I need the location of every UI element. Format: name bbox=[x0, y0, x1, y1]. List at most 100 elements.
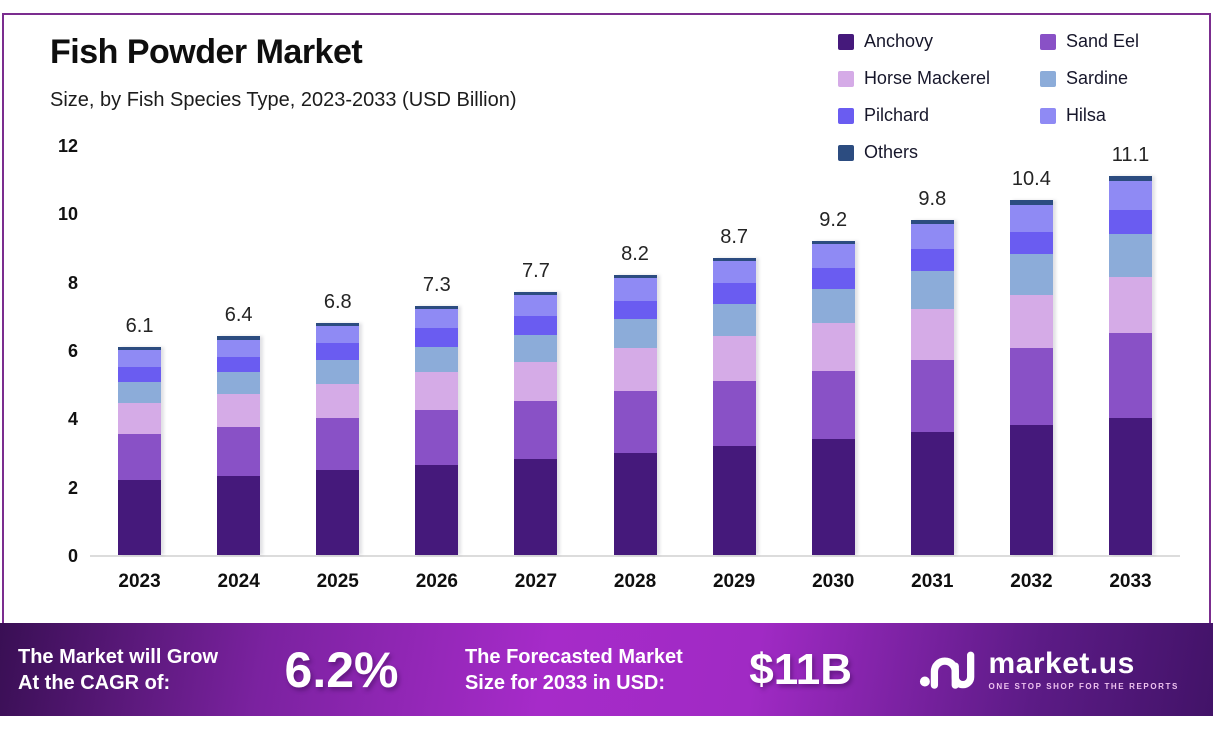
chart-card: Fish Powder Market Size, by Fish Species… bbox=[2, 13, 1211, 716]
page-subtitle: Size, by Fish Species Type, 2023-2033 (U… bbox=[50, 89, 517, 111]
bar-column-2028: 8.2 bbox=[585, 147, 684, 555]
bar-segment-pilchard bbox=[910, 249, 954, 272]
bar-segment-pilchard bbox=[316, 343, 360, 361]
bar-total-label: 6.1 bbox=[125, 314, 154, 337]
bar-segment-pilchard bbox=[1108, 209, 1152, 234]
bar-segment-others bbox=[514, 291, 558, 296]
bar-segment-pilchard bbox=[514, 315, 558, 335]
bar-stack-2023 bbox=[118, 346, 162, 555]
brand-name: market.us bbox=[988, 646, 1135, 680]
legend-swatch-icon bbox=[837, 144, 854, 161]
bar-stack-2030 bbox=[811, 240, 855, 555]
legend-item-sand-eel: Sand Eel bbox=[1039, 31, 1139, 52]
bar-segment-others bbox=[910, 220, 954, 224]
bar-column-2032: 10.4 bbox=[982, 147, 1081, 555]
page-title: Fish Powder Market bbox=[50, 33, 363, 71]
bar-total-label: 6.8 bbox=[323, 290, 352, 313]
bar-segment-others bbox=[613, 274, 657, 279]
legend-label: Sardine bbox=[1065, 68, 1128, 88]
bar-segment-anchovy bbox=[613, 452, 657, 555]
bar-stack-2024 bbox=[217, 336, 261, 555]
x-axis-label-2029: 2029 bbox=[712, 571, 756, 592]
bar-segment-sardine bbox=[613, 319, 657, 349]
x-axis-label-2031: 2031 bbox=[911, 571, 954, 592]
bar-segment-sardine bbox=[1108, 233, 1152, 277]
market-us-logo-icon bbox=[919, 644, 977, 695]
legend-label: Sand Eel bbox=[1065, 31, 1139, 51]
bar-total-label: 11.1 bbox=[1111, 143, 1150, 166]
bar-segment-sand-eel bbox=[118, 433, 162, 480]
bar-segment-anchovy bbox=[415, 464, 459, 555]
bar-segment-horse-mackerel bbox=[217, 394, 261, 427]
bar-segment-anchovy bbox=[217, 476, 261, 555]
bar-segment-hilsa bbox=[514, 295, 558, 316]
cagr-label-line1: The Market will Grow bbox=[18, 645, 219, 668]
x-axis-label-2033: 2033 bbox=[1109, 571, 1152, 592]
bar-segment-anchovy bbox=[316, 469, 360, 555]
bar-segment-pilchard bbox=[217, 356, 261, 373]
bar-stack-2026 bbox=[415, 305, 459, 555]
bar-segment-anchovy bbox=[118, 479, 162, 555]
x-axis-label-2028: 2028 bbox=[613, 571, 657, 592]
forecast-label-line2: Size for 2033 in USD: bbox=[464, 671, 666, 694]
y-tick-label: 0 bbox=[67, 546, 78, 566]
bar-segment-sand-eel bbox=[217, 426, 261, 477]
bar-column-2023: 6.1 bbox=[90, 147, 189, 555]
y-tick-label: 8 bbox=[67, 272, 78, 293]
bar-total-label: 9.2 bbox=[819, 208, 848, 231]
bar-segment-sardine bbox=[316, 360, 360, 385]
bar-segment-anchovy bbox=[811, 438, 855, 555]
bar-segment-anchovy bbox=[514, 459, 558, 555]
bar-segment-pilchard bbox=[811, 268, 855, 289]
bar-segment-sand-eel bbox=[613, 391, 657, 453]
bar-stack-2033 bbox=[1108, 175, 1152, 555]
bar-segment-others bbox=[217, 336, 261, 340]
bar-stack-2025 bbox=[316, 322, 360, 555]
legend-label: Pilchard bbox=[863, 105, 929, 125]
x-axis-label-2032: 2032 bbox=[1010, 571, 1053, 592]
legend-swatch-icon bbox=[837, 33, 854, 50]
bar-stack-2029 bbox=[712, 257, 756, 555]
legend-item-others: Others bbox=[837, 142, 1040, 163]
bar-segment-others bbox=[316, 322, 360, 327]
legend-item-horse-mackerel: Horse Mackerel bbox=[837, 68, 1040, 89]
forecast-label: The Forecasted Market Size for 2033 in U… bbox=[465, 644, 683, 696]
bar-segment-others bbox=[712, 257, 756, 262]
bar-segment-sardine bbox=[712, 303, 756, 337]
forecast-value: $11B bbox=[749, 644, 853, 694]
bar-segment-hilsa bbox=[712, 261, 756, 284]
bar-segment-hilsa bbox=[217, 339, 261, 357]
cagr-label: The Market will Grow At the CAGR of: bbox=[18, 644, 218, 696]
bar-segment-sardine bbox=[118, 382, 162, 403]
brand-logo: market.us ONE STOP SHOP FOR THE REPORTS bbox=[919, 644, 1179, 695]
legend-swatch-icon bbox=[1039, 70, 1056, 87]
bar-column-2024: 6.4 bbox=[189, 147, 288, 555]
bar-segment-sand-eel bbox=[1009, 348, 1053, 426]
legend-label: Others bbox=[863, 142, 918, 162]
bar-segment-horse-mackerel bbox=[415, 372, 459, 410]
brand-text-block: market.us ONE STOP SHOP FOR THE REPORTS bbox=[988, 646, 1179, 691]
bar-column-2033: 11.1 bbox=[1081, 143, 1180, 555]
bar-total-label: 7.3 bbox=[422, 273, 451, 296]
bar-column-2030: 9.2 bbox=[784, 147, 883, 555]
bar-segment-sardine bbox=[1009, 254, 1053, 296]
x-axis-label-2024: 2024 bbox=[217, 571, 260, 592]
bar-segment-hilsa bbox=[910, 223, 954, 250]
bar-segment-sardine bbox=[514, 334, 558, 362]
legend-item-pilchard: Pilchard bbox=[837, 105, 1040, 126]
bar-column-2029: 8.7 bbox=[685, 147, 784, 555]
bar-column-2027: 7.7 bbox=[486, 147, 585, 555]
bar-segment-hilsa bbox=[1108, 180, 1152, 210]
x-axis-label-2027: 2027 bbox=[514, 571, 558, 592]
bar-segment-sardine bbox=[217, 372, 261, 395]
bar-segment-hilsa bbox=[316, 326, 360, 344]
chart-legend: Anchovy Sand Eel Horse Mackerel Sardine Pilc… bbox=[837, 31, 1139, 163]
bar-segment-pilchard bbox=[1009, 232, 1053, 255]
bar-segment-horse-mackerel bbox=[1108, 276, 1152, 333]
bar-segment-sardine bbox=[811, 288, 855, 323]
bar-segment-sand-eel bbox=[316, 418, 360, 470]
legend-swatch-icon bbox=[837, 70, 854, 87]
y-tick-label: 4 bbox=[67, 409, 78, 430]
bar-segment-sand-eel bbox=[910, 360, 954, 432]
